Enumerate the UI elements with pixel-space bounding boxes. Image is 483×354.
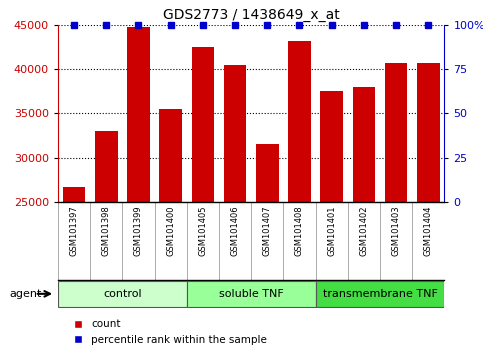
Text: GSM101398: GSM101398 — [102, 206, 111, 256]
Text: GSM101405: GSM101405 — [199, 206, 207, 256]
Bar — [320, 91, 343, 202]
Bar — [417, 63, 440, 202]
Bar — [58, 281, 187, 307]
Bar — [192, 47, 214, 202]
Bar — [95, 131, 117, 202]
Bar — [159, 109, 182, 202]
Text: GSM101399: GSM101399 — [134, 206, 143, 256]
Bar — [385, 63, 407, 202]
Bar — [256, 144, 279, 202]
Text: control: control — [103, 289, 142, 299]
Bar — [224, 64, 246, 202]
Text: GSM101397: GSM101397 — [70, 206, 79, 256]
Text: soluble TNF: soluble TNF — [219, 289, 284, 299]
Bar — [353, 87, 375, 202]
Text: GSM101408: GSM101408 — [295, 206, 304, 256]
Bar — [315, 281, 444, 307]
Text: GSM101403: GSM101403 — [392, 206, 400, 256]
Text: transmembrane TNF: transmembrane TNF — [323, 289, 438, 299]
Bar — [187, 281, 315, 307]
Bar — [63, 187, 85, 202]
Text: GSM101407: GSM101407 — [263, 206, 272, 256]
Text: GSM101404: GSM101404 — [424, 206, 433, 256]
Text: GSM101401: GSM101401 — [327, 206, 336, 256]
Text: GSM101402: GSM101402 — [359, 206, 369, 256]
Text: GSM101400: GSM101400 — [166, 206, 175, 256]
Text: GSM101406: GSM101406 — [230, 206, 240, 256]
Title: GDS2773 / 1438649_x_at: GDS2773 / 1438649_x_at — [163, 8, 340, 22]
Bar — [288, 41, 311, 202]
Text: agent: agent — [10, 289, 42, 299]
Legend: count, percentile rank within the sample: count, percentile rank within the sample — [63, 315, 271, 349]
Bar — [127, 27, 150, 202]
